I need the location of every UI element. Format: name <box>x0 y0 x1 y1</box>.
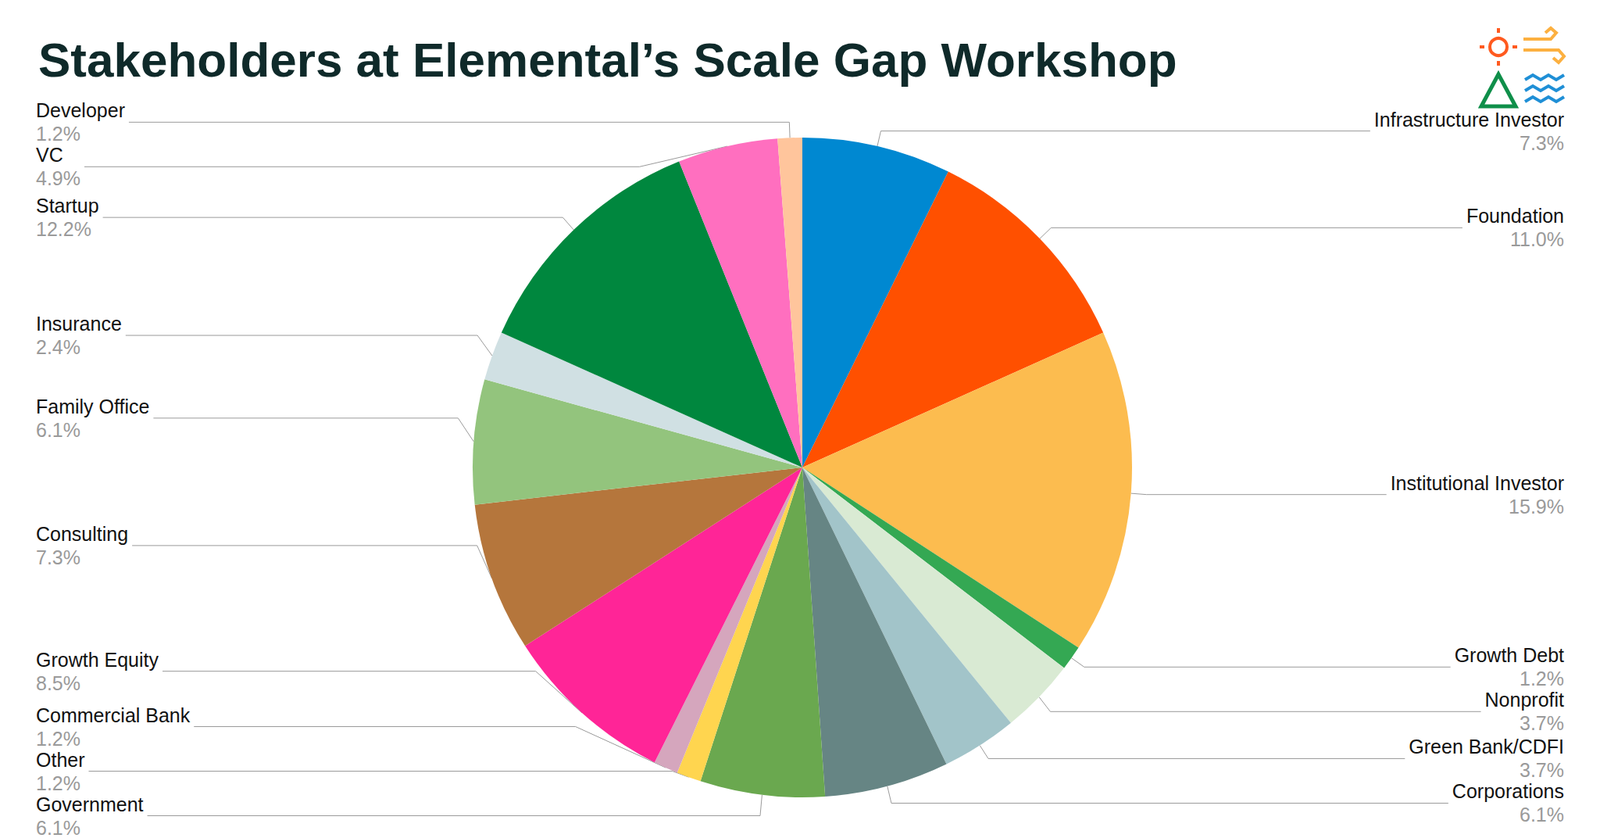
svg-text:Commercial Bank: Commercial Bank <box>35 703 191 726</box>
svg-text:11.0%: 11.0% <box>1510 228 1565 250</box>
svg-text:Nonprofit: Nonprofit <box>1485 688 1565 711</box>
svg-text:Foundation: Foundation <box>1466 204 1565 227</box>
svg-text:Developer: Developer <box>35 99 125 122</box>
svg-text:Startup: Startup <box>35 194 100 217</box>
svg-text:1.2%: 1.2% <box>35 122 81 145</box>
svg-text:6.1%: 6.1% <box>35 418 81 441</box>
svg-text:3.7%: 3.7% <box>1519 758 1565 781</box>
svg-text:2.4%: 2.4% <box>35 335 81 358</box>
svg-text:Infrastructure Investor: Infrastructure Investor <box>1374 108 1565 131</box>
svg-text:1.2%: 1.2% <box>35 771 81 794</box>
svg-text:Family Office: Family Office <box>35 395 150 418</box>
svg-text:Stakeholders at Elemental’s Sc: Stakeholders at Elemental’s Scale Gap Wo… <box>38 32 1178 87</box>
svg-text:4.9%: 4.9% <box>35 167 81 190</box>
svg-text:15.9%: 15.9% <box>1508 495 1565 518</box>
svg-text:3.7%: 3.7% <box>1519 711 1565 734</box>
svg-text:Government: Government <box>35 792 144 815</box>
svg-text:8.5%: 8.5% <box>35 671 81 694</box>
svg-text:Institutional Investor: Institutional Investor <box>1390 471 1565 494</box>
svg-text:7.3%: 7.3% <box>1519 132 1565 154</box>
svg-text:Green Bank/CDFI: Green Bank/CDFI <box>1408 735 1565 758</box>
svg-text:12.2%: 12.2% <box>35 217 92 240</box>
svg-text:Insurance: Insurance <box>35 312 122 335</box>
svg-text:1.2%: 1.2% <box>35 727 81 750</box>
svg-text:7.3%: 7.3% <box>35 546 81 568</box>
svg-text:6.1%: 6.1% <box>1519 803 1565 825</box>
svg-text:VC: VC <box>35 143 64 166</box>
svg-text:1.2%: 1.2% <box>1519 667 1565 690</box>
svg-text:Corporations: Corporations <box>1452 779 1565 802</box>
svg-text:Consulting: Consulting <box>35 522 129 545</box>
svg-text:6.1%: 6.1% <box>35 816 81 838</box>
svg-text:Other: Other <box>35 748 86 771</box>
svg-text:Growth Debt: Growth Debt <box>1454 643 1565 666</box>
svg-text:Growth Equity: Growth Equity <box>35 648 160 671</box>
